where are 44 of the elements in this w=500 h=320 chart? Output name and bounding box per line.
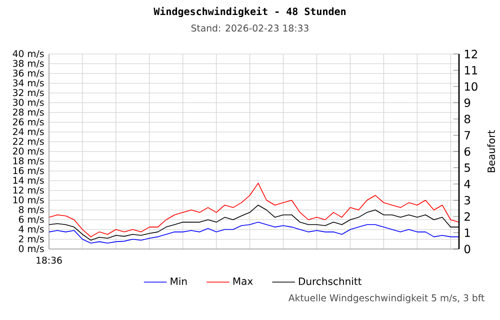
y-tick-label: 18 m/s [13, 157, 44, 166]
y-tick-label: 32 m/s [13, 89, 44, 97]
y2-tick-label: 7 [464, 131, 470, 140]
y-tick-label: 16 m/s [13, 167, 44, 175]
legend-label: Durchschnitt [298, 277, 362, 286]
y2-axis-title: Beaufort [487, 130, 496, 172]
y-tick-label: 24 m/s [13, 128, 44, 136]
y2-tick-label: 6 [464, 147, 470, 156]
y-tick-label: 0 m/s [18, 245, 44, 253]
y2-tick-label: 3 [464, 196, 470, 205]
line-series [49, 182, 459, 238]
y-tick-label: 40 m/s [12, 50, 44, 58]
line-series [49, 222, 459, 244]
y-tick-label: 38 m/s [13, 60, 44, 68]
y-tick-label: 30 m/s [13, 98, 44, 107]
y2-tick-label: 8 [464, 114, 470, 124]
y-tick-label: 4 m/s [18, 226, 44, 234]
y-tick-label: 14 m/s [13, 176, 44, 185]
y-tick-label: 26 m/s [13, 118, 44, 126]
y-tick-label: 22 m/s [13, 138, 44, 146]
y2-tick-label: 4 [464, 180, 470, 188]
y2-tick-label: 0 [464, 244, 470, 254]
text: Aktuelle Windgeschwindigkeit 5 m/s, 3 bft [288, 294, 484, 304]
y-tick-label: 20 m/s [13, 148, 44, 156]
chart-subtitle: Stand: 2026-02-23 18:33 [191, 24, 308, 32]
y2-tick-label: 10 [464, 82, 478, 91]
y-tick-label: 12 m/s [13, 186, 44, 194]
legend-label: Max [233, 278, 253, 285]
y2-tick-label: 11 [464, 66, 478, 74]
y2-tick-label: 5 [464, 164, 470, 172]
y2-tick-label: 1 [464, 228, 470, 237]
y2-tick-label: 12 [464, 50, 478, 58]
y-tick-label: 28 m/s [13, 108, 44, 116]
legend-label: Min [170, 277, 187, 285]
y-tick-label: 8 m/s [18, 206, 44, 214]
y2-tick-label: 9 [464, 98, 470, 108]
chart-title: Windgeschwindigkeit - 48 Stunden [154, 6, 346, 18]
text: 18:36 [36, 256, 62, 264]
y-tick-label: 36 m/s [13, 70, 44, 78]
y-tick-label: 2 m/s [18, 235, 44, 244]
y-tick-label: 6 m/s [18, 216, 44, 224]
y-tick-label: 10 m/s [13, 196, 44, 204]
y2-tick-label: 2 [464, 212, 470, 221]
y-tick-label: 34 m/s [13, 79, 44, 88]
